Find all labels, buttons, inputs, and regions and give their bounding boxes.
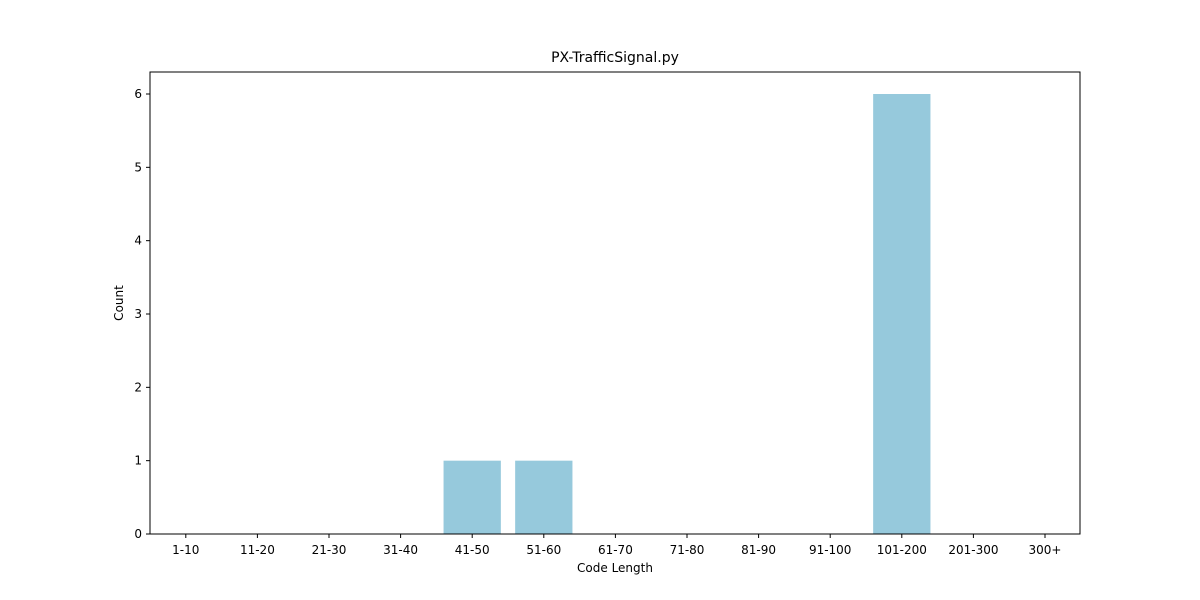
y-tick-label: 3	[134, 307, 142, 321]
chart-title: PX-TrafficSignal.py	[551, 50, 679, 66]
y-tick-label: 6	[134, 87, 142, 101]
bar-51-60	[515, 460, 573, 534]
bar-41-50	[443, 460, 501, 534]
y-tick-label: 2	[134, 380, 142, 394]
x-tick-label: 91-100	[809, 543, 852, 557]
x-tick-label: 51-60	[526, 543, 561, 557]
y-axis-ticks: 0 1 2 3 4 5 6	[134, 87, 150, 541]
x-tick-label: 201-300	[948, 543, 998, 557]
x-tick-label: 300+	[1029, 543, 1062, 557]
y-tick-label: 1	[134, 454, 142, 468]
x-tick-label: 81-90	[741, 543, 776, 557]
x-tick-label: 101-200	[877, 543, 927, 557]
bars-group	[443, 94, 931, 534]
x-tick-label: 21-30	[312, 543, 347, 557]
x-axis-label: Code Length	[577, 561, 653, 575]
x-tick-label: 41-50	[455, 543, 490, 557]
x-tick-label: 1-10	[172, 543, 199, 557]
x-tick-label: 61-70	[598, 543, 633, 557]
x-axis-ticks: 1-10 11-20 21-30 31-40 41-50 51-60 61-70 71-80 8…	[172, 534, 1061, 557]
x-tick-label: 31-40	[383, 543, 418, 557]
y-tick-label: 0	[134, 527, 142, 541]
plot-frame	[149, 71, 1081, 535]
y-axis-label: Count	[112, 285, 126, 321]
y-tick-label: 5	[134, 160, 142, 174]
y-tick-label: 4	[134, 234, 142, 248]
bar-101-200	[873, 94, 931, 534]
x-tick-label: 71-80	[670, 543, 705, 557]
x-tick-label: 11-20	[240, 543, 275, 557]
